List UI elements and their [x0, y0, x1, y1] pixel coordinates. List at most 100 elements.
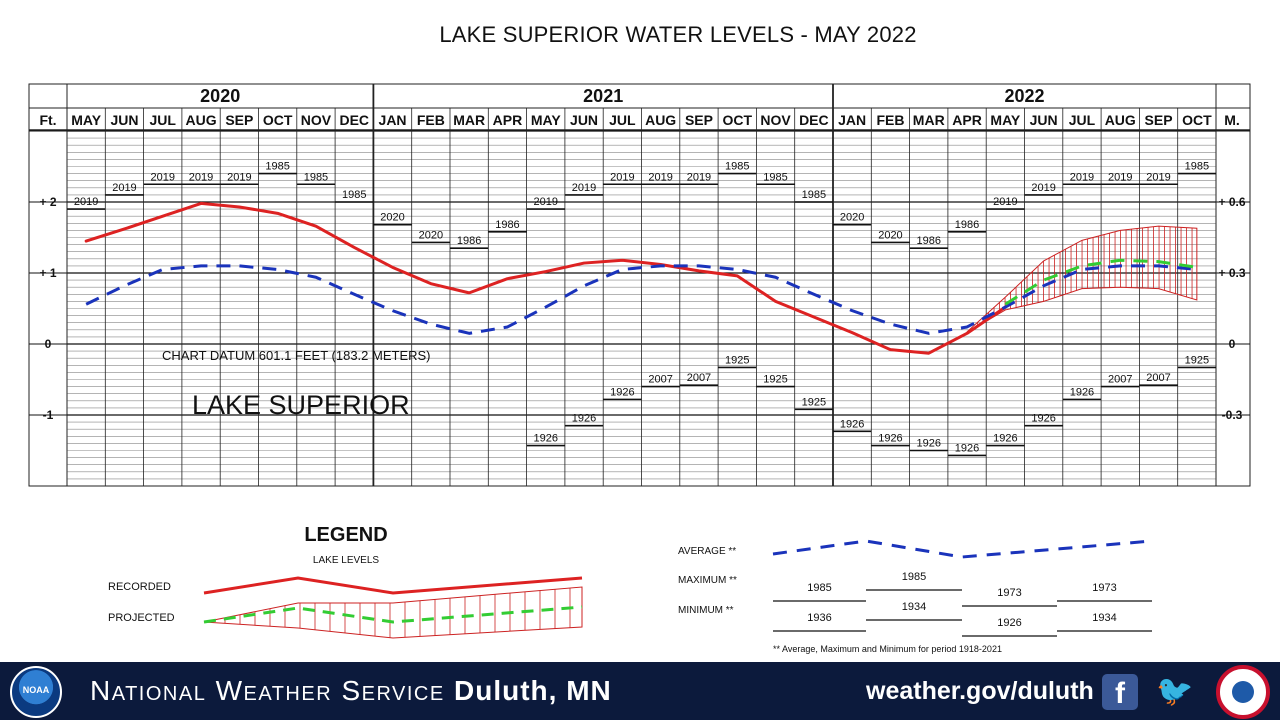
axis-labels: 2020 2021 2022 MAY JUN JUL AUG SEP OCT NOV DEC JAN F…	[39, 86, 1245, 422]
month-label: JUL	[1069, 112, 1096, 128]
record-markers: 2019 2019 2019 2019 2019 1985 1985 1985 2020 2020…	[67, 161, 1216, 457]
month-label: MAY	[531, 112, 561, 128]
record-high-year: 2019	[1031, 182, 1055, 194]
month-label: AUG	[185, 112, 216, 128]
legend-min-year: 1934	[1092, 612, 1116, 624]
legend-min-year: 1934	[902, 601, 926, 613]
record-high-year: 1985	[1185, 161, 1209, 173]
legend-max-year: 1973	[997, 587, 1021, 599]
record-high-year: 1985	[725, 161, 749, 173]
month-label: SEP	[225, 112, 253, 128]
record-low-year: 2007	[648, 374, 672, 386]
chart-title: LAKE SUPERIOR WATER LEVELS - MAY 2022	[439, 22, 917, 47]
legend-min-year: 1926	[997, 617, 1021, 629]
record-low-year: 1926	[610, 386, 634, 398]
record-low-year: 1926	[955, 442, 979, 454]
lake-label: LAKE SUPERIOR	[192, 390, 410, 420]
record-low-year: 1926	[1031, 413, 1055, 425]
record-high-year: 1986	[955, 219, 979, 231]
facebook-icon[interactable]: f	[1102, 674, 1138, 710]
left-tick-label: + 2	[39, 195, 56, 209]
month-label: JUL	[150, 112, 177, 128]
month-label: MAY	[71, 112, 101, 128]
series-average	[85, 264, 1197, 335]
month-label: JUL	[609, 112, 636, 128]
record-low-year: 1926	[878, 433, 902, 445]
month-label: SEP	[1145, 112, 1173, 128]
month-label: NOV	[760, 112, 791, 128]
legend-max-year: 1985	[902, 571, 926, 583]
right-tick-label: + 0.3	[1218, 266, 1245, 280]
record-high-year: 1986	[495, 219, 519, 231]
record-low-year: 2007	[687, 372, 711, 384]
record-high-year: 1986	[457, 235, 481, 247]
legend-maximum-label: MAXIMUM **	[678, 575, 737, 586]
record-high-year: 1985	[763, 171, 787, 183]
record-high-year: 2019	[687, 171, 711, 183]
month-label: MAR	[913, 112, 945, 128]
record-high-year: 2020	[380, 212, 404, 224]
record-high-year: 2019	[189, 171, 213, 183]
record-high-year: 1985	[342, 189, 366, 201]
right-tick-label: 0	[1229, 337, 1236, 351]
month-label: JUN	[570, 112, 598, 128]
record-high-year: 2019	[648, 171, 672, 183]
left-unit-label: Ft.	[39, 112, 56, 128]
month-label: DEC	[339, 112, 369, 128]
right-unit-label: M.	[1224, 112, 1240, 128]
month-label: DEC	[799, 112, 829, 128]
month-label: JAN	[379, 112, 407, 128]
record-high-year: 2019	[572, 182, 596, 194]
legend-minimum-label: MINIMUM **	[678, 605, 734, 616]
month-label: FEB	[417, 112, 445, 128]
projection-outline	[966, 225, 1198, 334]
month-label: MAR	[453, 112, 485, 128]
record-high-year: 2019	[227, 171, 251, 183]
legend-projected-label: PROJECTED	[108, 612, 175, 624]
noaa-logo-icon[interactable]: NOAA	[10, 666, 62, 718]
record-high-year: 1985	[802, 189, 826, 201]
record-high-year: 1985	[265, 161, 289, 173]
legend: LEGEND LAKE LEVELS RECORDED PROJECTED AVERAG…	[108, 524, 1153, 654]
left-tick-label: 0	[45, 337, 52, 351]
legend-average-line	[772, 539, 1153, 559]
legend-max-year: 1985	[807, 582, 831, 594]
record-high-year: 2020	[419, 229, 443, 241]
record-high-year: 2020	[840, 212, 864, 224]
record-low-year: 1926	[840, 418, 864, 430]
month-label: FEB	[876, 112, 904, 128]
right-tick-label: + 0.6	[1218, 195, 1245, 209]
legend-max-year: 1973	[1092, 582, 1116, 594]
month-label: OCT	[263, 112, 293, 128]
record-low-year: 2007	[1108, 374, 1132, 386]
record-high-year: 2019	[610, 171, 634, 183]
series-recorded	[84, 201, 1007, 355]
record-high-year: 2019	[1146, 171, 1170, 183]
right-tick-label: -0.3	[1222, 408, 1243, 422]
footer-banner: NOAA National Weather Service Duluth, MN…	[0, 662, 1280, 720]
month-label: SEP	[685, 112, 713, 128]
month-label: NOV	[301, 112, 332, 128]
record-low-year: 1926	[917, 438, 941, 450]
month-label: JUN	[1030, 112, 1058, 128]
twitter-icon[interactable]: 🐦	[1156, 675, 1194, 708]
left-tick-label: -1	[43, 408, 54, 422]
datum-note: CHART DATUM 601.1 FEET (183.2 METERS)	[162, 348, 431, 363]
legend-average-label: AVERAGE **	[678, 546, 736, 557]
website-link[interactable]: weather.gov/duluth	[866, 677, 1094, 705]
nws-seal-icon	[1216, 665, 1270, 719]
year-label: 2021	[583, 86, 623, 106]
month-label: JUN	[110, 112, 138, 128]
year-label: 2020	[200, 86, 240, 106]
legend-recorded-line	[203, 576, 583, 595]
year-label: 2022	[1004, 86, 1044, 106]
month-label: APR	[952, 112, 982, 128]
chart-frame	[28, 83, 1251, 487]
record-high-year: 2019	[534, 196, 558, 208]
chart-grid	[28, 83, 1251, 487]
record-low-year: 1926	[993, 433, 1017, 445]
left-tick-label: + 1	[39, 266, 56, 280]
record-low-year: 1926	[534, 433, 558, 445]
record-low-year: 1925	[1185, 354, 1209, 366]
